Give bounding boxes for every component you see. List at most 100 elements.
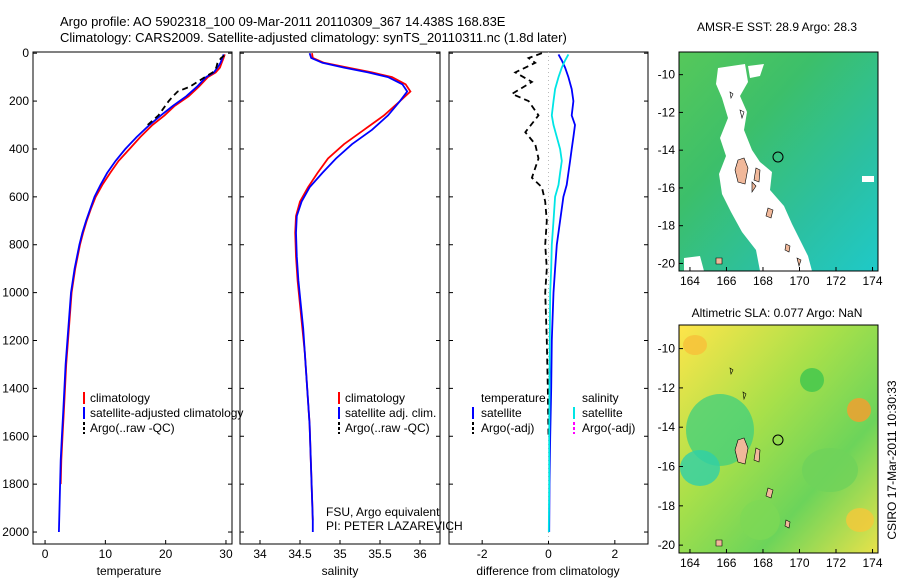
legend-label-climatology: climatology — [345, 391, 405, 405]
y-tick-label: 1800 — [2, 477, 29, 491]
salinity-xlabel: salinity — [322, 564, 359, 578]
salinity-axis-ticks: 34 34.5 35 35.5 36 — [240, 52, 440, 561]
y-tick-label: 1600 — [2, 429, 29, 443]
legend-label-sal-satellite: satellite — [582, 406, 623, 420]
legend-label-argo: Argo(..raw -QC) — [90, 421, 175, 435]
y-tick-label: 800 — [9, 238, 29, 252]
difference-profiles — [510, 52, 576, 533]
x-tick-label: 0 — [545, 547, 552, 561]
map-y-tick-label: -10 — [658, 68, 676, 82]
sst-map-axes: 164 166 168 170 172 174 -10 -12 -14 -16 -18 -20 — [658, 68, 883, 288]
legend-label-sal-argo: Argo(-adj) — [582, 421, 635, 435]
series-line — [58, 54, 225, 533]
annotation-fsu: FSU, Argo equivalent — [326, 505, 440, 519]
map-x-tick-label: 168 — [753, 556, 773, 570]
x-tick-label: 20 — [159, 547, 173, 561]
x-tick-label: 2 — [611, 547, 618, 561]
legend-label-temp-argo: Argo(-adj) — [481, 421, 534, 435]
difference-axis-ticks: -2 0 2 — [449, 52, 648, 561]
map-y-tick-label: -16 — [658, 460, 676, 474]
difference-panel: -2 0 2 difference from climatology tempera… — [448, 51, 649, 578]
map-y-tick-label: -18 — [658, 499, 676, 513]
sst-map-coverage-gap — [684, 64, 874, 271]
sst-map-panel: AMSR-E SST: 28.9 Argo: 28.3 164 166 168 170… — [658, 20, 883, 288]
temperature-profiles — [58, 54, 226, 533]
x-tick-label: 34 — [253, 547, 267, 561]
x-tick-label: 10 — [99, 547, 113, 561]
depth-axis-ticks: 0 200 400 600 800 1000 1200 1400 1600 1800 2000 — [2, 46, 29, 539]
map-y-tick-label: -14 — [658, 420, 676, 434]
salinity-plot-frame — [239, 51, 441, 545]
legend-header-salinity: salinity — [582, 391, 619, 405]
sst-map-islands — [715, 91, 802, 268]
legend-header-temperature: temperature — [481, 391, 546, 405]
temperature-panel: 0 200 400 600 800 1000 1200 1400 1600 1800 2000 0 1… — [2, 46, 243, 578]
x-tick-label: 30 — [219, 547, 233, 561]
map-y-tick-label: -10 — [658, 342, 676, 356]
legend-label-climatology: climatology — [90, 391, 150, 405]
legend-label-argo: Argo(..raw -QC) — [345, 421, 430, 435]
map-x-tick-label: 174 — [863, 556, 883, 570]
map-y-tick-label: -20 — [658, 538, 676, 552]
x-tick-label: 35.5 — [368, 547, 392, 561]
series-line — [548, 53, 576, 533]
sla-map-panel: Altimetric SLA: 0.077 Argo: NaN 164 166 16… — [658, 306, 883, 570]
map-x-tick-label: 166 — [716, 274, 736, 288]
series-line — [547, 53, 570, 533]
sla-map-title: Altimetric SLA: 0.077 Argo: NaN — [692, 306, 863, 320]
sla-map-frame — [678, 324, 879, 554]
map-y-tick-label: -12 — [658, 105, 676, 119]
salinity-legend: climatology satellite adj. clim. Argo(..… — [338, 391, 436, 435]
y-tick-label: 1200 — [2, 333, 29, 347]
map-y-tick-label: -12 — [658, 381, 676, 395]
figure-title-line2: Climatology: CARS2009. Satellite-adjuste… — [60, 30, 567, 45]
difference-xlabel: difference from climatology — [476, 564, 619, 578]
series-line — [510, 52, 550, 437]
x-tick-label: -2 — [477, 547, 488, 561]
x-tick-label: 36 — [413, 547, 427, 561]
map-y-tick-label: -18 — [658, 219, 676, 233]
difference-legend: temperature salinity satellite Argo(-adj… — [472, 391, 635, 435]
sst-argo-position-marker — [772, 151, 784, 163]
map-x-tick-label: 170 — [789, 274, 809, 288]
figure-title-line1: Argo profile: AO 5902318_100 09-Mar-2011… — [60, 14, 506, 29]
sst-map-title: AMSR-E SST: 28.9 Argo: 28.3 — [697, 20, 857, 34]
y-tick-label: 1000 — [2, 286, 29, 300]
series-line — [147, 54, 225, 126]
map-x-tick-label: 172 — [826, 556, 846, 570]
sla-map-axes: 164 166 168 170 172 174 -10 -12 -14 -16 -18 -20 — [658, 342, 883, 570]
x-tick-label: 0 — [42, 547, 49, 561]
y-tick-label: 1400 — [2, 381, 29, 395]
temperature-legend: climatology satellite-adjusted climatolo… — [83, 391, 243, 435]
map-x-tick-label: 164 — [680, 274, 700, 288]
map-y-tick-label: -20 — [658, 256, 676, 270]
y-tick-label: 400 — [9, 142, 29, 156]
legend-label-satellite: satellite adj. clim. — [345, 406, 436, 420]
x-tick-label: 35 — [333, 547, 347, 561]
y-tick-label: 0 — [22, 46, 29, 60]
map-x-tick-label: 172 — [826, 274, 846, 288]
sla-argo-position-marker — [772, 434, 784, 446]
sst-map-frame — [678, 51, 879, 272]
legend-label-temp-satellite: satellite — [481, 406, 522, 420]
temperature-xlabel: temperature — [97, 564, 162, 578]
y-tick-label: 600 — [9, 190, 29, 204]
map-x-tick-label: 168 — [753, 274, 773, 288]
series-line — [295, 52, 409, 532]
series-line — [294, 53, 412, 521]
salinity-profiles — [294, 52, 412, 532]
x-tick-label: 34.5 — [288, 547, 312, 561]
y-tick-label: 200 — [9, 94, 29, 108]
salinity-panel: 34 34.5 35 35.5 36 salinity climatology sate… — [239, 51, 463, 578]
temperature-axis-ticks: 0 10 20 30 — [33, 52, 233, 561]
figure-side-label: CSIRO 17-Mar-2011 10:30:33 — [885, 380, 899, 540]
map-y-tick-label: -14 — [658, 143, 676, 157]
legend-label-satellite: satellite-adjusted climatology — [90, 406, 243, 420]
temperature-plot-frame — [32, 51, 233, 545]
map-x-tick-label: 174 — [863, 274, 883, 288]
map-y-tick-label: -16 — [658, 181, 676, 195]
y-tick-label: 2000 — [2, 525, 29, 539]
annotation-pi: PI: PETER LAZAREVICH — [326, 519, 463, 533]
map-x-tick-label: 166 — [716, 556, 736, 570]
